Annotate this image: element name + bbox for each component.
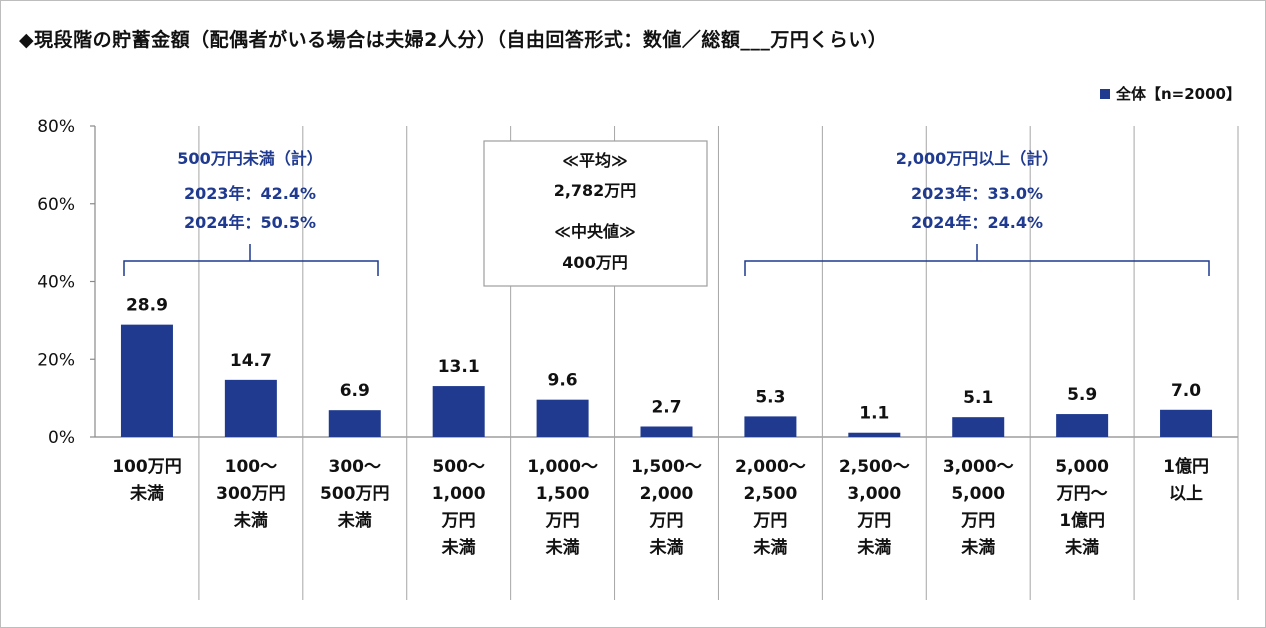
value-label: 5.9: [1067, 385, 1097, 405]
bar: [744, 416, 797, 437]
value-label: 1.1: [859, 404, 889, 424]
value-label: 13.1: [438, 357, 480, 377]
y-tick-label: 60%: [37, 195, 75, 215]
category-label: 5,000 万円～ 1億円未満: [1055, 457, 1109, 558]
median-label: ≪中央値≫: [554, 222, 636, 241]
y-tick-labels: 0% 20% 40% 60% 80%: [37, 117, 75, 448]
value-label: 5.3: [755, 387, 785, 407]
category-label: 1億円以上: [1163, 456, 1209, 504]
stats-box: ≪平均≫ 2,782万円 ≪中央値≫ 400万円: [483, 140, 708, 287]
bar: [1160, 409, 1213, 437]
over2000-2024: 2024年：24.4%: [911, 213, 1043, 232]
legend-label: 全体【n=2000】: [1116, 85, 1241, 103]
bars: [120, 324, 1213, 437]
bar: [120, 324, 173, 437]
y-tick-label: 40%: [37, 273, 75, 293]
under500-2023: 2023年：42.4%: [184, 184, 316, 203]
bar: [536, 399, 589, 437]
value-label: 14.7: [230, 351, 272, 371]
y-tick-label: 80%: [37, 117, 75, 137]
bar: [432, 386, 485, 437]
under500-label: 500万円未満（計）: [177, 149, 322, 168]
bar: [224, 379, 277, 437]
category-labels: 100万円未満 100～ 300万円未満 300～ 500万円未満 500～ 1,000 万円…: [112, 456, 1209, 558]
category-label: 1,000～ 1,500 万円未満: [527, 457, 598, 558]
mean-value: 2,782万円: [554, 181, 637, 200]
value-label: 5.1: [963, 388, 993, 408]
category-label: 300～ 500万円未満: [320, 457, 390, 531]
median-value: 400万円: [562, 253, 627, 272]
stats-box-border: [483, 140, 708, 287]
category-label: 500～ 1,000 万円未満: [432, 457, 486, 558]
over2000-2023: 2023年：33.0%: [911, 184, 1043, 203]
over2000-label: 2,000万円以上（計）: [896, 149, 1059, 168]
value-label: 2.7: [651, 398, 681, 418]
legend: 全体【n=2000】: [1100, 83, 1241, 104]
over2000-bracket: [744, 244, 1210, 276]
bar: [1056, 414, 1109, 437]
category-label: 3,000～ 5,000 万円未満: [943, 457, 1014, 558]
value-label: 9.6: [548, 371, 578, 391]
bar: [328, 410, 381, 437]
category-label: 100～ 300万円未満: [216, 457, 286, 531]
bar: [848, 432, 901, 437]
chart-title: ◆現段階の貯蓄金額（配偶者がいる場合は夫婦2人分）（自由回答形式：数値／総額__…: [19, 29, 888, 51]
category-label: 2,000～ 2,500 万円未満: [735, 457, 806, 558]
value-label: 28.9: [126, 296, 168, 316]
annotation-over2000: 2,000万円以上（計） 2023年：33.0% 2024年：24.4%: [744, 149, 1210, 276]
under500-bracket: [123, 244, 379, 276]
category-label: 1,500～ 2,000 万円未満: [631, 457, 702, 558]
bar: [640, 426, 693, 437]
bar: [952, 417, 1005, 437]
under500-2024: 2024年：50.5%: [184, 213, 316, 232]
mean-label: ≪平均≫: [562, 151, 628, 170]
category-label: 100万円未満: [112, 457, 182, 504]
legend-swatch: [1100, 88, 1110, 99]
y-tick-label: 0%: [48, 428, 75, 448]
value-label: 7.0: [1171, 381, 1201, 401]
category-label: 2,500～ 3,000 万円未満: [839, 457, 910, 558]
y-tick-label: 20%: [37, 350, 75, 370]
value-label: 6.9: [340, 381, 370, 401]
axes: [90, 125, 1239, 600]
value-labels: 28.9 14.7 6.9 13.1 9.6 2.7 5.3 1.1 5.1 5.9 7.0: [126, 296, 1201, 424]
annotation-under500: 500万円未満（計） 2023年：42.4% 2024年：50.5%: [123, 149, 379, 276]
